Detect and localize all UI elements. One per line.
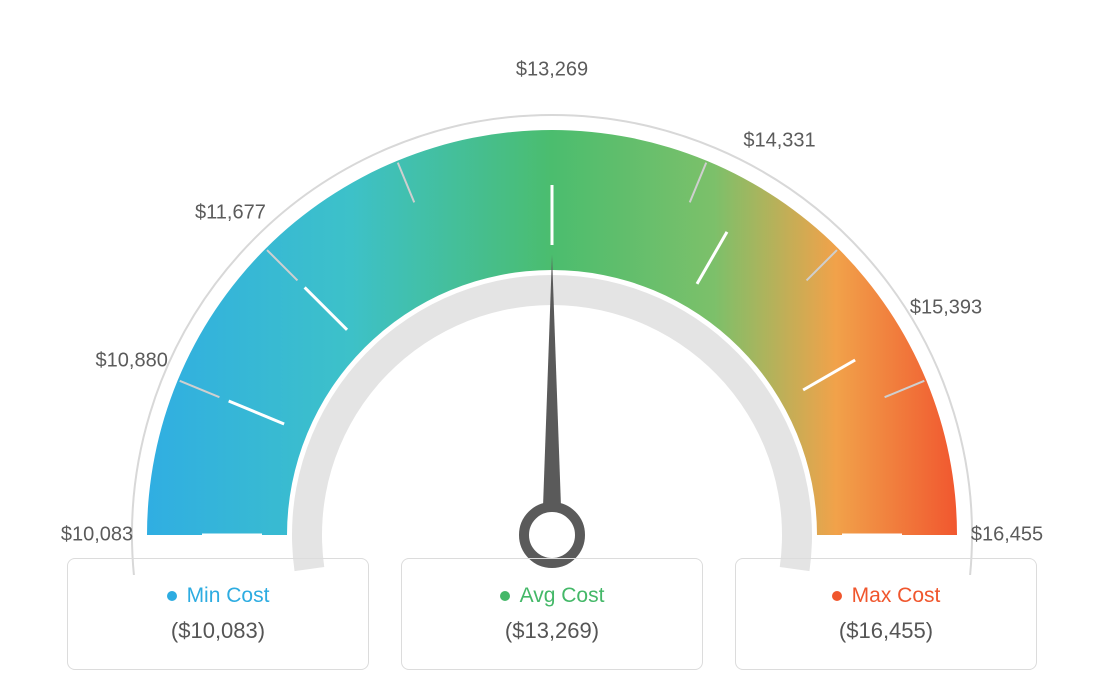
legend-row: Min Cost ($10,083) Avg Cost ($13,269) Max Co…	[0, 558, 1104, 670]
tick-label: $10,880	[96, 349, 168, 372]
legend-head: Max Cost	[832, 584, 941, 608]
cost-gauge: $10,083 $10,880 $11,677 $13,269 $14,331 $15,3…	[0, 0, 1104, 560]
legend-value: ($10,083)	[171, 618, 265, 644]
tick-label: $11,677	[195, 202, 266, 225]
tick-label: $13,269	[516, 59, 588, 82]
legend-title: Max Cost	[852, 584, 941, 608]
legend-value: ($16,455)	[839, 618, 933, 644]
tick-label: $16,455	[971, 524, 1043, 547]
legend-dot-icon	[167, 591, 177, 601]
legend-card-avg: Avg Cost ($13,269)	[401, 558, 703, 670]
legend-dot-icon	[832, 591, 842, 601]
gauge-svg	[72, 65, 1032, 575]
legend-card-min: Min Cost ($10,083)	[67, 558, 369, 670]
needle-hub	[524, 507, 580, 563]
tick-label: $10,083	[61, 524, 133, 547]
legend-head: Avg Cost	[500, 584, 605, 608]
legend-value: ($13,269)	[505, 618, 599, 644]
tick-label: $14,331	[743, 129, 815, 152]
legend-dot-icon	[500, 591, 510, 601]
legend-head: Min Cost	[167, 584, 270, 608]
legend-title: Min Cost	[187, 584, 270, 608]
legend-card-max: Max Cost ($16,455)	[735, 558, 1037, 670]
legend-title: Avg Cost	[520, 584, 605, 608]
tick-label: $15,393	[910, 296, 982, 319]
